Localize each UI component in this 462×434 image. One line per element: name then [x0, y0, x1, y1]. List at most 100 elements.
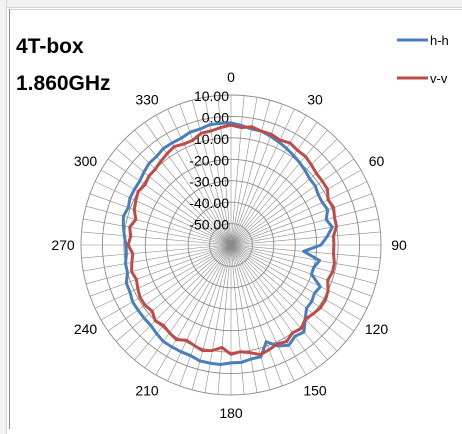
grid-spoke: [144, 244, 232, 369]
angle-tick-label: 210: [135, 382, 159, 398]
grid-spoke: [124, 138, 232, 246]
grid-spoke: [134, 244, 232, 361]
angle-tick-label: 300: [74, 153, 98, 169]
legend-label-v-v: v-v: [430, 71, 448, 86]
grid-spoke: [155, 244, 232, 376]
radial-tick-label: -20.00: [189, 152, 229, 168]
angle-tick-label: 240: [74, 321, 98, 337]
grid-spoke: [230, 205, 376, 246]
grid-spoke: [230, 138, 338, 246]
grid-spoke: [230, 244, 295, 382]
grid-spoke: [230, 244, 368, 309]
grid-spoke: [100, 244, 232, 321]
series-lines: [121, 121, 338, 366]
grid-spoke: [94, 244, 232, 309]
grid-spoke: [230, 244, 338, 352]
radial-tick-label: -40.00: [189, 195, 229, 211]
grid-spoke: [83, 218, 232, 246]
grid-spoke: [230, 193, 373, 246]
grid-spoke: [107, 244, 232, 332]
grid-spoke: [230, 244, 376, 285]
grid-spoke: [167, 108, 232, 246]
grid-spoke: [191, 244, 232, 390]
grid-spoke: [230, 97, 258, 246]
grid-spoke: [107, 158, 232, 246]
grid-spoke: [230, 231, 381, 246]
grid-spoke: [86, 244, 232, 285]
grid-spoke: [230, 129, 328, 246]
legend: h-h v-v: [397, 33, 449, 86]
grid-spoke: [83, 244, 232, 272]
angle-tick-label: 90: [391, 237, 407, 253]
angle-tick-label: 330: [135, 92, 159, 108]
grid-spoke: [230, 244, 307, 376]
angle-axis-labels: 0 30 60 90 120 150 180 210 240 270 300 330: [51, 69, 407, 421]
plot-area-left-border: [9, 9, 10, 429]
grid-spoke: [230, 181, 368, 246]
grid-spoke: [167, 244, 232, 382]
grid-spoke: [230, 244, 318, 369]
grid-spoke: [230, 244, 258, 393]
grid-spoke: [179, 103, 232, 246]
grid-spoke: [230, 169, 362, 246]
grid-spoke: [230, 218, 379, 246]
angle-tick-label: 30: [307, 92, 323, 108]
angle-tick-label: 150: [303, 382, 327, 398]
series-line-v-v: [126, 123, 338, 357]
legend-label-h-h: h-h: [430, 33, 449, 48]
grid-spoke: [115, 148, 232, 246]
grid-spoke: [134, 129, 232, 246]
grid-spoke: [230, 103, 283, 246]
grid-spoke: [230, 100, 271, 246]
grid-spoke: [94, 181, 232, 246]
grid-spoke: [86, 205, 232, 246]
series-line-h-h: [121, 121, 334, 366]
grid-spoke: [81, 231, 232, 246]
grid-spoke: [100, 169, 232, 246]
grid-spoke: [217, 95, 232, 246]
chart-title-line-2: 1.860GHz: [16, 72, 111, 95]
window-top-edge: [0, 0, 462, 8]
grid-spoke: [115, 244, 232, 342]
polar-grid: [80, 94, 382, 396]
grid-spoke: [124, 244, 232, 352]
grid-spoke: [144, 121, 232, 246]
window-left-edge: [0, 0, 7, 434]
chart-title-line-1: 4T-box: [16, 35, 84, 58]
grid-spoke: [179, 244, 232, 387]
radial-axis-labels: 10.000.00-10.00-20.00-30.00-40.00-50.00: [189, 88, 229, 233]
radial-tick-label: 10.00: [194, 88, 229, 104]
grid-spoke: [217, 244, 232, 395]
grid-spoke: [230, 244, 362, 321]
plot-area-top-border: [9, 9, 462, 10]
radial-tick-label: -50.00: [189, 217, 229, 233]
grid-spoke: [230, 244, 379, 272]
grid-spoke: [230, 158, 355, 246]
angle-tick-label: 0: [227, 69, 235, 85]
grid-spoke: [230, 108, 295, 246]
grid-spoke: [230, 244, 283, 387]
radial-tick-label: 0.00: [202, 109, 229, 125]
grid-spoke: [230, 148, 347, 246]
angle-tick-label: 180: [219, 405, 243, 421]
radial-tick-label: -30.00: [189, 174, 229, 190]
grid-spoke: [230, 244, 245, 395]
grid-spoke: [81, 244, 232, 259]
grid-spoke: [89, 244, 232, 297]
grid-spoke: [230, 244, 355, 332]
angle-tick-label: 60: [369, 153, 385, 169]
grid-spoke: [191, 100, 232, 246]
grid-spoke: [204, 97, 232, 246]
grid-spoke: [230, 95, 245, 246]
grid-spoke: [230, 244, 373, 297]
angle-tick-label: 120: [365, 321, 389, 337]
grid-spoke: [230, 244, 271, 390]
grid-spoke: [204, 244, 232, 393]
grid-spoke: [230, 244, 347, 342]
angle-tick-label: 270: [51, 237, 75, 253]
grid-spoke: [230, 114, 307, 246]
grid-spoke: [89, 193, 232, 246]
grid-spoke: [155, 114, 232, 246]
